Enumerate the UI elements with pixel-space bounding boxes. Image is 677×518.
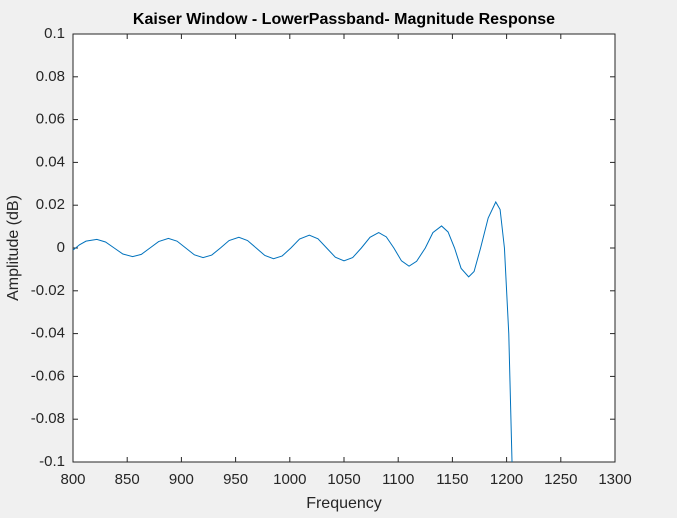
y-tick-label: 0.08 [36,68,65,85]
y-tick-label: 0 [57,239,65,256]
x-tick-label: 1100 [382,471,414,488]
chart-title: Kaiser Window - LowerPassband- Magnitude… [133,11,555,28]
x-tick-label: 1150 [436,471,468,488]
x-tick-label: 850 [115,471,140,488]
y-tick-label: 0.1 [44,25,65,42]
x-axis-label: Frequency [306,495,382,512]
x-tick-label: 900 [169,471,194,488]
x-tick-label: 950 [223,471,248,488]
y-tick-label: -0.04 [31,325,65,342]
x-tick-label: 1250 [544,471,577,488]
y-tick-label: 0.04 [36,153,65,170]
x-tick-label: 1000 [273,471,306,488]
y-tick-label: -0.08 [31,410,65,427]
y-tick-label: -0.1 [39,453,65,470]
y-tick-label: 0.02 [36,196,65,213]
x-tick-label: 1200 [490,471,523,488]
x-tick-label: 1300 [598,471,631,488]
data-line [72,200,513,463]
y-tick-label: 0.06 [36,111,65,128]
x-tick-label: 1050 [327,471,360,488]
y-tick-label: -0.02 [31,282,65,299]
x-tick-label: 800 [60,471,85,488]
y-axis-label: Amplitude (dB) [5,195,22,301]
y-tick-label: -0.06 [31,367,65,384]
plot-area [72,33,616,463]
